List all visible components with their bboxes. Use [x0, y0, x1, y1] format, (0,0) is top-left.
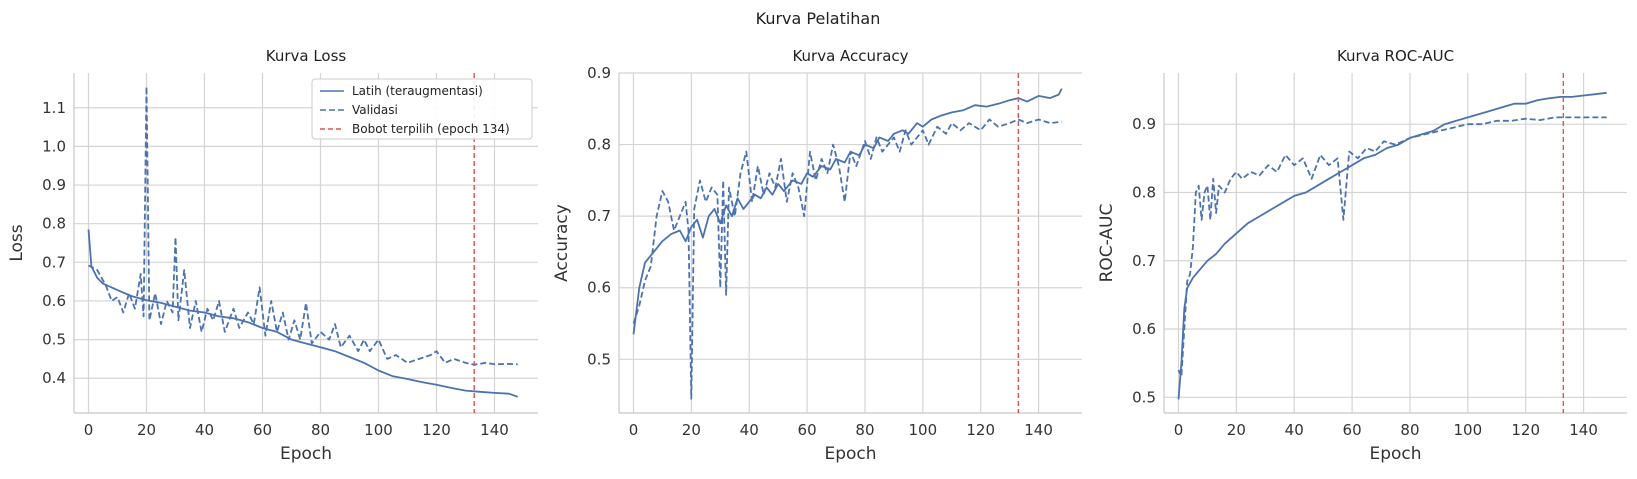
y-tick-label: 0.9: [1132, 115, 1156, 133]
x-tick-label: 100: [1454, 421, 1483, 439]
chart-panel-3: 0 20 40 60 80 100 120 140 0.5 0.6 0.7 0.8 0.9 Epoch RO…: [1097, 47, 1627, 464]
series-line-validation: [632, 118, 1062, 400]
x-axis-label: Epoch: [824, 444, 876, 464]
x-tick-label: 120: [422, 421, 451, 439]
y-tick-label: 0.9: [42, 176, 66, 194]
x-tick-label: 0: [629, 421, 639, 439]
y-tick-label: 0.5: [587, 350, 611, 368]
figure-title: Kurva Pelatihan: [756, 9, 881, 28]
y-axis-label: Accuracy: [552, 204, 572, 282]
legend: Latih (teraugmentasi) Validasi Bobot terpi…: [311, 78, 533, 140]
x-tick-label: 60: [253, 421, 272, 439]
y-tick-label: 0.8: [587, 136, 611, 154]
y-axis-label: ROC-AUC: [1097, 204, 1117, 283]
y-tick-label: 0.6: [42, 292, 66, 310]
legend-entry: Bobot terpilih (epoch 134): [352, 122, 510, 136]
y-tick-label: 0.5: [1132, 388, 1156, 406]
x-tick-label: 120: [1511, 421, 1540, 439]
chart-title: Kurva Accuracy: [792, 47, 908, 65]
chart-title: Kurva Loss: [266, 47, 347, 65]
x-tick-label: 80: [311, 421, 330, 439]
chart-title: Kurva ROC-AUC: [1337, 47, 1454, 65]
x-axis-label: Epoch: [280, 444, 332, 464]
y-tick-label: 0.7: [42, 253, 66, 271]
x-tick-label: 0: [1174, 421, 1184, 439]
x-tick-label: 40: [1285, 421, 1304, 439]
y-tick-label: 0.7: [1132, 252, 1156, 270]
x-tick-label: 120: [966, 421, 995, 439]
series-line-validation: [88, 85, 518, 366]
x-tick-label: 20: [137, 421, 156, 439]
x-tick-label: 60: [798, 421, 817, 439]
x-tick-label: 140: [480, 421, 509, 439]
y-tick-label: 0.8: [1132, 183, 1156, 201]
x-tick-label: 140: [1569, 421, 1598, 439]
x-tick-label: 100: [364, 421, 393, 439]
x-tick-label: 20: [1227, 421, 1246, 439]
grid: [1164, 73, 1627, 413]
legend-box: [311, 78, 533, 140]
y-tick-label: 1.0: [42, 137, 66, 155]
y-tick-label: 1.1: [42, 99, 66, 117]
y-tick-label: 0.6: [1132, 320, 1156, 338]
grid: [619, 72, 1082, 413]
x-tick-label: 40: [740, 421, 759, 439]
y-tick-label: 0.8: [42, 215, 66, 233]
x-axis-label: Epoch: [1369, 444, 1421, 464]
y-axis-label: Loss: [7, 224, 27, 261]
x-tick-label: 140: [1024, 421, 1053, 439]
x-tick-label: 40: [195, 421, 214, 439]
series-line-validation: [1177, 116, 1607, 378]
x-tick-label: 20: [682, 421, 701, 439]
series-line-train: [1177, 91, 1607, 400]
x-tick-label: 60: [1343, 421, 1362, 439]
x-tick-label: 100: [909, 421, 938, 439]
y-tick-label: 0.9: [587, 64, 611, 82]
series-line-train: [87, 229, 519, 398]
y-tick-label: 0.4: [42, 369, 66, 387]
y-tick-label: 0.6: [587, 279, 611, 297]
x-tick-label: 80: [1400, 421, 1419, 439]
chart-panel-2: 0 20 40 60 80 100 120 140 0.5 0.6 0.7 0.8 0.9 Epoch Ac…: [552, 47, 1082, 464]
y-tick-label: 0.5: [42, 331, 66, 349]
x-tick-label: 80: [855, 421, 874, 439]
y-tick-label: 0.7: [587, 207, 611, 225]
chart-panel-1: 0 20 40 60 80 100 120 140 0.4 0.5 0.6 0.7 0.8 0.9 1.0 1…: [7, 47, 538, 464]
series-line-train: [632, 88, 1063, 335]
legend-entry: Latih (teraugmentasi): [352, 84, 483, 98]
legend-entry: Validasi: [352, 103, 398, 117]
x-tick-label: 0: [84, 421, 94, 439]
